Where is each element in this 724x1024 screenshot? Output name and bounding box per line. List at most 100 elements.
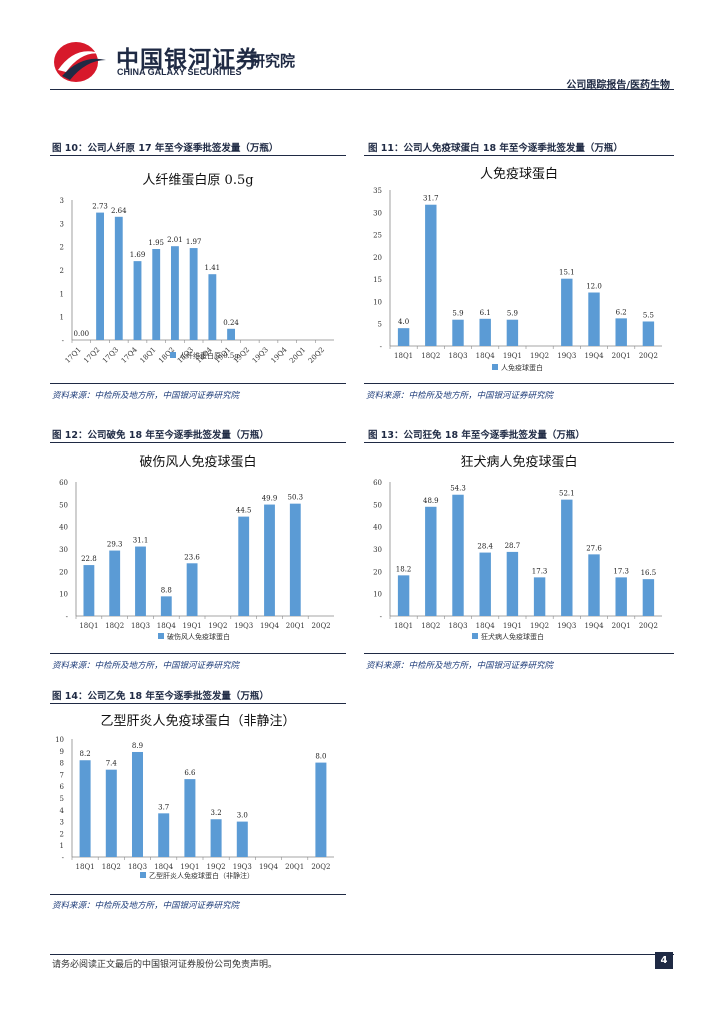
data-label: 3.2 [211, 809, 222, 817]
page-number: 4 [655, 952, 673, 969]
bar [236, 821, 248, 857]
header-divider [50, 89, 674, 90]
figure-11-rule [364, 155, 674, 156]
figure-13-chart: 狂犬病人免疫球蛋白 60 50 40 30 20 10 - 18.2 18Q1 48.9 18Q2 54… [373, 454, 662, 641]
legend-label: 破伤风人免疫球蛋白 [167, 632, 230, 641]
bar [264, 504, 275, 616]
data-label: 2.64 [111, 207, 127, 215]
bar [210, 819, 222, 857]
figure-11-chart: 人免疫球蛋白 35 30 25 20 15 10 5 - 4.0 18Q1 31.7 18Q2 5.9 18… [373, 166, 662, 372]
footer-divider [50, 954, 674, 955]
figure-10-source: 资料来源：中检所及地方所，中国银河证券研究院 [52, 391, 240, 401]
bar [479, 552, 491, 616]
bar [158, 813, 170, 857]
galaxy-logo-icon [54, 42, 106, 82]
data-label: 8.2 [80, 750, 91, 758]
x-tick-label: 19Q2 [208, 622, 227, 630]
y-tick-label: 10 [55, 736, 64, 744]
data-label: 29.3 [107, 541, 123, 549]
figure-13-bottom-rule [364, 653, 674, 654]
y-tick-label: 2 [60, 830, 64, 838]
chart-title: 人纤维蛋白原 0.5g [142, 172, 253, 188]
data-label: 50.3 [288, 494, 304, 502]
data-label: 15.1 [559, 269, 575, 277]
bar [184, 779, 196, 857]
x-tick-label: 18Q3 [128, 863, 147, 871]
bar [425, 204, 437, 346]
data-label: 17.3 [532, 567, 548, 575]
data-label: 8.9 [132, 742, 143, 750]
bar [642, 579, 655, 616]
y-tick-label: 1 [60, 842, 64, 850]
figure-11-caption: 图 11：公司人免疫球蛋白 18 年至今逐季批签发量（万瓶） [368, 143, 623, 154]
x-tick-label: 20Q1 [612, 622, 631, 630]
data-label: 4.0 [398, 318, 409, 326]
legend-swatch [170, 352, 176, 358]
y-tick-label: 10 [373, 591, 382, 599]
figure-14-caption: 图 14：公司乙免 18 年至今逐季批签发量（万瓶） [52, 691, 269, 702]
data-label: 3.0 [237, 812, 248, 820]
data-label: 52.1 [559, 490, 575, 498]
bar [425, 506, 437, 616]
x-tick-label: 19Q2 [207, 863, 226, 871]
bar [289, 503, 301, 616]
figure-13-caption: 图 13：公司狂免 18 年至今逐季批签发量（万瓶） [368, 430, 585, 441]
data-label: 6.6 [184, 769, 196, 777]
y-tick-label: 6 [60, 783, 65, 791]
x-tick-label: 20Q2 [311, 863, 330, 871]
y-tick-label: 10 [59, 591, 68, 599]
bar [131, 751, 144, 857]
x-tick-label: 19Q3 [557, 622, 576, 630]
x-tick-label: 18Q2 [105, 622, 124, 630]
y-tick-label: 50 [373, 501, 382, 509]
data-label: 2.01 [167, 236, 183, 244]
bar [452, 494, 464, 616]
y-tick-label: 30 [373, 209, 382, 217]
x-tick-label: 17Q1 [64, 346, 83, 365]
x-tick-label: 19Q4 [584, 352, 604, 360]
data-label: 8.8 [161, 586, 172, 594]
x-tick-label: 19Q2 [530, 622, 549, 630]
x-tick-label: 18Q4 [476, 622, 496, 630]
bar [533, 577, 546, 616]
figure-12-bottom-rule [50, 653, 346, 654]
legend-swatch [140, 872, 146, 878]
x-tick-label: 19Q1 [180, 863, 199, 871]
bar [152, 249, 161, 340]
bar [315, 762, 327, 857]
bar [479, 318, 491, 346]
x-tick-label: 20Q2 [312, 622, 331, 630]
chart-title: 破伤风人免疫球蛋白 [139, 454, 256, 470]
x-tick-label: 19Q4 [269, 345, 289, 365]
x-tick-label: 20Q2 [639, 622, 658, 630]
bar [588, 554, 600, 616]
x-tick-label: 18Q2 [421, 352, 440, 360]
y-tick-label: 30 [373, 546, 382, 554]
bar [397, 328, 410, 346]
x-tick-label: 18Q4 [476, 352, 496, 360]
data-label: 12.0 [586, 283, 602, 291]
x-tick-label: 18Q3 [448, 352, 467, 360]
data-label: 1.95 [148, 239, 164, 247]
data-label: 3.7 [158, 803, 169, 811]
data-label: 28.4 [477, 543, 493, 551]
figure-12-chart: 破伤风人免疫球蛋白 60 50 40 30 20 10 - 22.8 18Q1 29.3 18Q2 31… [59, 454, 334, 641]
bar [506, 551, 519, 616]
figure-10-caption: 图 10：公司人纤原 17 年至今逐季批签发量（万瓶） [52, 143, 279, 154]
bar [615, 318, 627, 346]
bar [114, 216, 123, 340]
figure-13-rule [364, 442, 674, 443]
data-label: 6.2 [616, 308, 627, 316]
bar [588, 292, 600, 346]
x-tick-label: 20Q1 [612, 352, 631, 360]
x-tick-label: 18Q2 [421, 622, 440, 630]
x-tick-label: 18Q1 [79, 622, 98, 630]
data-label: 31.1 [133, 537, 149, 545]
x-tick-label: 20Q2 [307, 346, 326, 365]
y-tick-label: 10 [373, 298, 382, 306]
y-tick-label: 1 [60, 314, 64, 322]
data-label: 5.9 [452, 310, 463, 318]
figure-14-chart: 乙型肝炎人免疫球蛋白（非静注） 10 9 8 7 6 5 4 3 2 1 - 8.2 18Q1 7.4 18Q… [55, 713, 334, 880]
data-label: 54.3 [450, 485, 466, 493]
chart-title: 乙型肝炎人免疫球蛋白（非静注） [100, 713, 295, 729]
